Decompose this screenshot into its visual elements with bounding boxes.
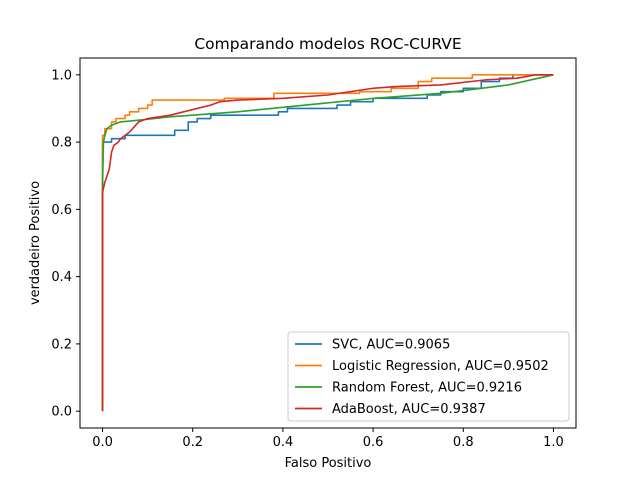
x-tick-label: 0.8 (453, 435, 474, 450)
legend-label-1: Logistic Regression, AUC=0.9502 (332, 359, 549, 374)
legend-label-2: Random Forest, AUC=0.9216 (332, 381, 522, 396)
y-tick-label: 0.4 (51, 270, 72, 285)
y-tick-label: 0.6 (51, 203, 72, 218)
series-line-1 (101, 74, 554, 412)
x-tick-label: 1.0 (543, 435, 564, 450)
y-tick-label: 0.0 (51, 405, 72, 420)
y-axis-title: verdadeiro Positivo (28, 181, 43, 305)
legend-box (287, 331, 570, 422)
x-tick-label: 0.0 (92, 435, 113, 450)
chart-title: Comparando modelos ROC-CURVE (194, 35, 461, 53)
legend-label-3: AdaBoost, AUC=0.9387 (332, 402, 486, 417)
y-tick-label: 0.2 (51, 337, 72, 352)
axes-frame (79, 57, 577, 429)
series-line-3 (101, 74, 554, 412)
series-line-2 (101, 74, 554, 412)
plot-area (101, 74, 554, 412)
y-tick-label: 0.8 (51, 136, 72, 151)
legend-label-0: SVC, AUC=0.9065 (332, 338, 450, 353)
y-tick-label: 1.0 (51, 68, 72, 83)
axis-ticks: 0.0 0.2 0.4 0.6 0.8 1.0 0.0 0.2 0.4 0.6 0.8 1.0 (51, 68, 563, 450)
x-tick-label: 0.6 (363, 435, 384, 450)
x-tick-label: 0.2 (182, 435, 203, 450)
x-tick-label: 0.4 (273, 435, 294, 450)
legend: SVC, AUC=0.9065 Logistic Regression, AUC=… (287, 331, 570, 422)
x-axis-title: Falso Positivo (285, 456, 372, 471)
